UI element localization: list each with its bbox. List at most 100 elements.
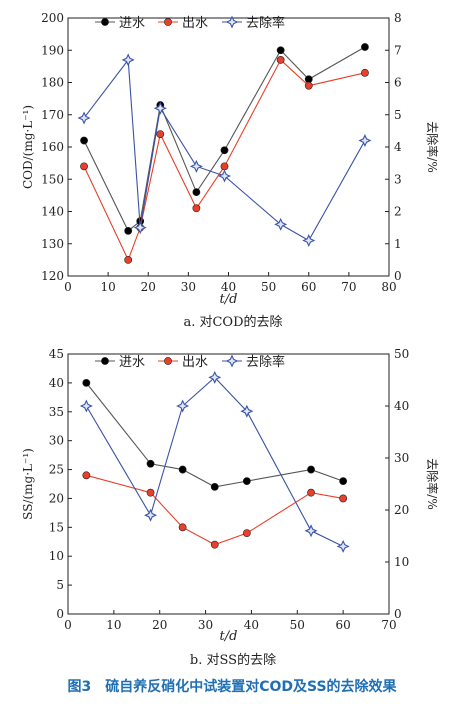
data-point-blue-star [217,169,231,183]
data-point-black-dot [307,465,315,474]
y2-tick-label: 10 [394,555,409,569]
x-tick-label: 40 [221,280,236,294]
data-point-blue-star [144,508,158,522]
data-point-red-dot [361,68,369,77]
y2-tick-label: 3 [394,172,402,186]
y-tick-label: 25 [49,463,64,477]
data-point-black-dot [339,477,348,486]
data-point-black-dot [276,46,285,55]
data-point-red-dot [307,488,315,497]
x-tick-label: 50 [290,618,305,632]
data-point-red-dot [80,162,88,171]
y2-axis-label: 去除率/% [425,121,440,172]
legend-marker [164,18,172,26]
y-tick-label: 140 [41,205,64,219]
y-tick-label: 15 [49,520,64,534]
data-point-red-dot [304,81,313,90]
y-tick-label: 10 [49,549,64,563]
data-point-red-dot [124,255,133,264]
y-tick-label: 30 [49,434,64,448]
y-tick-label: 200 [41,11,64,25]
y-tick-label: 180 [41,76,64,90]
legend-marker [225,15,239,29]
x-tick-label: 40 [244,618,259,632]
series-line-black-dot [83,46,366,232]
legend-marker [101,18,109,26]
y-tick-label: 0 [56,607,64,621]
data-point-black-dot [192,188,201,197]
legend-label: 去除率 [246,354,285,370]
y2-tick-label: 50 [394,347,409,361]
data-point-blue-star [240,404,254,418]
data-point-red-dot [192,204,201,213]
y-tick-label: 20 [49,491,64,505]
chart-subtitle: a. 对COD的去除 [183,314,282,330]
data-point-black-dot [361,43,369,51]
y-tick-label: 35 [49,405,64,419]
y2-tick-label: 7 [394,43,402,57]
data-point-blue-star [77,111,91,125]
data-point-blue-star [274,217,288,231]
data-point-black-dot [210,482,219,491]
data-point-black-dot [82,378,91,387]
y-tick-label: 150 [41,172,64,186]
data-point-blue-star [304,524,318,538]
y2-tick-label: 20 [394,503,409,517]
y-tick-label: 160 [41,140,64,154]
x-tick-label: 20 [141,280,156,294]
y2-tick-label: 1 [394,237,402,251]
chart-panel-ss: 0 10 20 30 40 50 60 700510152025303540450102030… [21,347,440,668]
data-point-blue-star [121,53,135,67]
legend-marker [164,357,172,365]
data-point-black-dot [304,75,313,84]
y2-tick-label: 8 [394,11,402,25]
data-point-blue-star [153,101,167,115]
data-point-red-dot [339,494,348,503]
x-tick-label: 60 [336,618,351,632]
y-tick-label: 40 [49,376,64,390]
legend-label: 进水 [119,355,145,370]
data-point-red-dot [210,540,219,549]
x-tick-label: 60 [301,280,316,294]
legend: 进水 出水 去除率 [95,354,285,370]
legend-label: 去除率 [246,15,285,31]
y2-tick-label: 5 [394,108,402,122]
x-tick-label: 0 [64,618,72,632]
data-point-black-dot [178,465,187,474]
data-point-red-dot [178,523,187,532]
data-point-blue-star [79,399,93,413]
y2-tick-label: 30 [394,451,409,465]
figure-caption: 图3 硫自养反硝化中试装置对COD及SS的去除效果 [67,679,397,695]
data-point-red-dot [242,529,251,538]
data-point-blue-star [336,539,350,553]
x-tick-label: 70 [341,280,356,294]
legend-label: 出水 [182,355,208,370]
legend-label: 出水 [182,16,208,31]
data-point-red-dot [220,162,229,171]
data-point-red-dot [276,56,285,64]
plot-frame [67,353,390,615]
legend-marker [225,354,239,368]
y2-tick-label: 4 [394,140,402,154]
y2-tick-label: 0 [394,607,402,621]
x-tick-label: 10 [106,618,121,632]
data-point-red-dot [82,471,91,480]
data-point-blue-star [358,134,372,148]
chart-subtitle: b. 对SS的去除 [190,652,276,668]
data-point-blue-star [208,370,222,384]
data-point-blue-star [133,221,147,235]
chart-panel-cod: 0 10 20 30 40 50 60 70 8012013014015016017018019… [21,11,440,330]
data-point-black-dot [80,136,88,145]
y-axis-label: SS/(mg·L⁻¹) [21,448,35,520]
plot-frame [67,17,390,277]
x-axis-label: t/d [220,292,238,307]
data-point-blue-star [189,159,203,173]
y-tick-label: 130 [41,237,64,251]
x-axis-label: t/d [220,629,238,644]
y-axis-label: COD/(mg·L⁻¹) [21,105,35,189]
data-point-blue-star [176,399,190,413]
data-point-black-dot [220,146,229,155]
data-point-red-dot [146,488,155,497]
legend-label: 进水 [119,16,145,31]
